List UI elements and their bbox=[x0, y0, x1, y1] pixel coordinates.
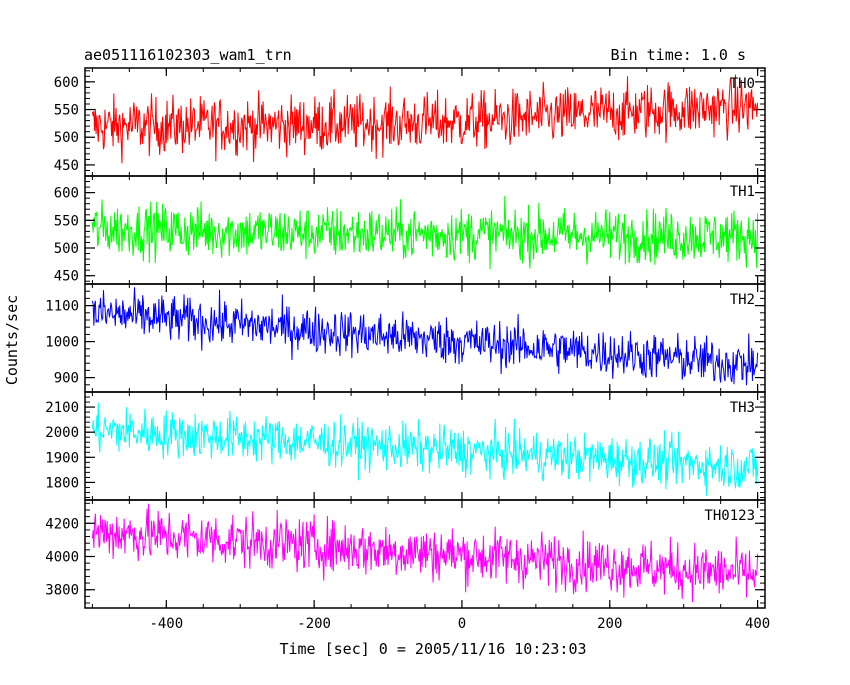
panel-th0: 450 500 550 600 TH0 bbox=[54, 67, 766, 177]
series-line-th0123 bbox=[91, 503, 759, 603]
x-axis-label: Time [sec] 0 = 2005/11/16 10:23:03 bbox=[279, 640, 586, 658]
panel-label-th1: TH1 bbox=[730, 184, 755, 200]
panel-label-th2: TH2 bbox=[730, 292, 755, 308]
panel-th2: 900 1000 1100 TH2 bbox=[45, 283, 766, 393]
bin-time-label: Bin time: 1.0 s bbox=[611, 46, 746, 64]
x-axis: -400 -200 0 200 400 bbox=[149, 616, 770, 632]
panel-label-th0123: TH0123 bbox=[704, 508, 755, 524]
panel-th3: 1800 1900 2000 2100 TH3 bbox=[45, 391, 766, 501]
y-tick-label: 600 bbox=[54, 75, 79, 91]
y-tick-label: 1000 bbox=[45, 335, 79, 351]
y-tick-label: 1900 bbox=[45, 450, 79, 466]
y-tick-label: 2000 bbox=[45, 425, 79, 441]
panel-label-th0: TH0 bbox=[730, 76, 755, 92]
panel-th0123: 3800 4000 4200 TH0123 bbox=[45, 499, 766, 609]
x-tick-label: 0 bbox=[458, 616, 466, 632]
y-tick-label: 4200 bbox=[45, 516, 79, 532]
y-tick-label: 550 bbox=[54, 103, 79, 119]
panel-group: 450 500 550 600 TH0 450 500 550 600 TH1 900 1000 110… bbox=[45, 67, 766, 609]
y-tick-label: 3800 bbox=[45, 583, 79, 599]
x-tick-label: -400 bbox=[149, 616, 183, 632]
y-tick-label: 450 bbox=[54, 269, 79, 285]
y-tick-label: 4000 bbox=[45, 549, 79, 565]
series-line-th2 bbox=[91, 287, 759, 386]
series-line-th3 bbox=[91, 402, 759, 496]
y-tick-label: 500 bbox=[54, 130, 79, 146]
y-tick-label: 550 bbox=[54, 213, 79, 229]
y-tick-label: 500 bbox=[54, 241, 79, 257]
x-tick-label: 200 bbox=[597, 616, 622, 632]
y-tick-label: 1100 bbox=[45, 299, 79, 315]
panel-th1: 450 500 550 600 TH1 bbox=[54, 175, 766, 285]
y-tick-label: 600 bbox=[54, 186, 79, 202]
series-line-th0 bbox=[91, 74, 759, 164]
y-tick-label: 1800 bbox=[45, 475, 79, 491]
x-tick-label: 400 bbox=[745, 616, 770, 632]
x-tick-label: -200 bbox=[297, 616, 331, 632]
y-tick-label: 900 bbox=[54, 371, 79, 387]
series-line-th1 bbox=[91, 195, 759, 270]
y-tick-label: 450 bbox=[54, 158, 79, 174]
y-tick-label: 2100 bbox=[45, 400, 79, 416]
panel-label-th3: TH3 bbox=[730, 400, 755, 416]
chart-title: ae051116102303_wam1_trn bbox=[84, 46, 292, 64]
y-axis-label: Counts/sec bbox=[3, 295, 21, 385]
